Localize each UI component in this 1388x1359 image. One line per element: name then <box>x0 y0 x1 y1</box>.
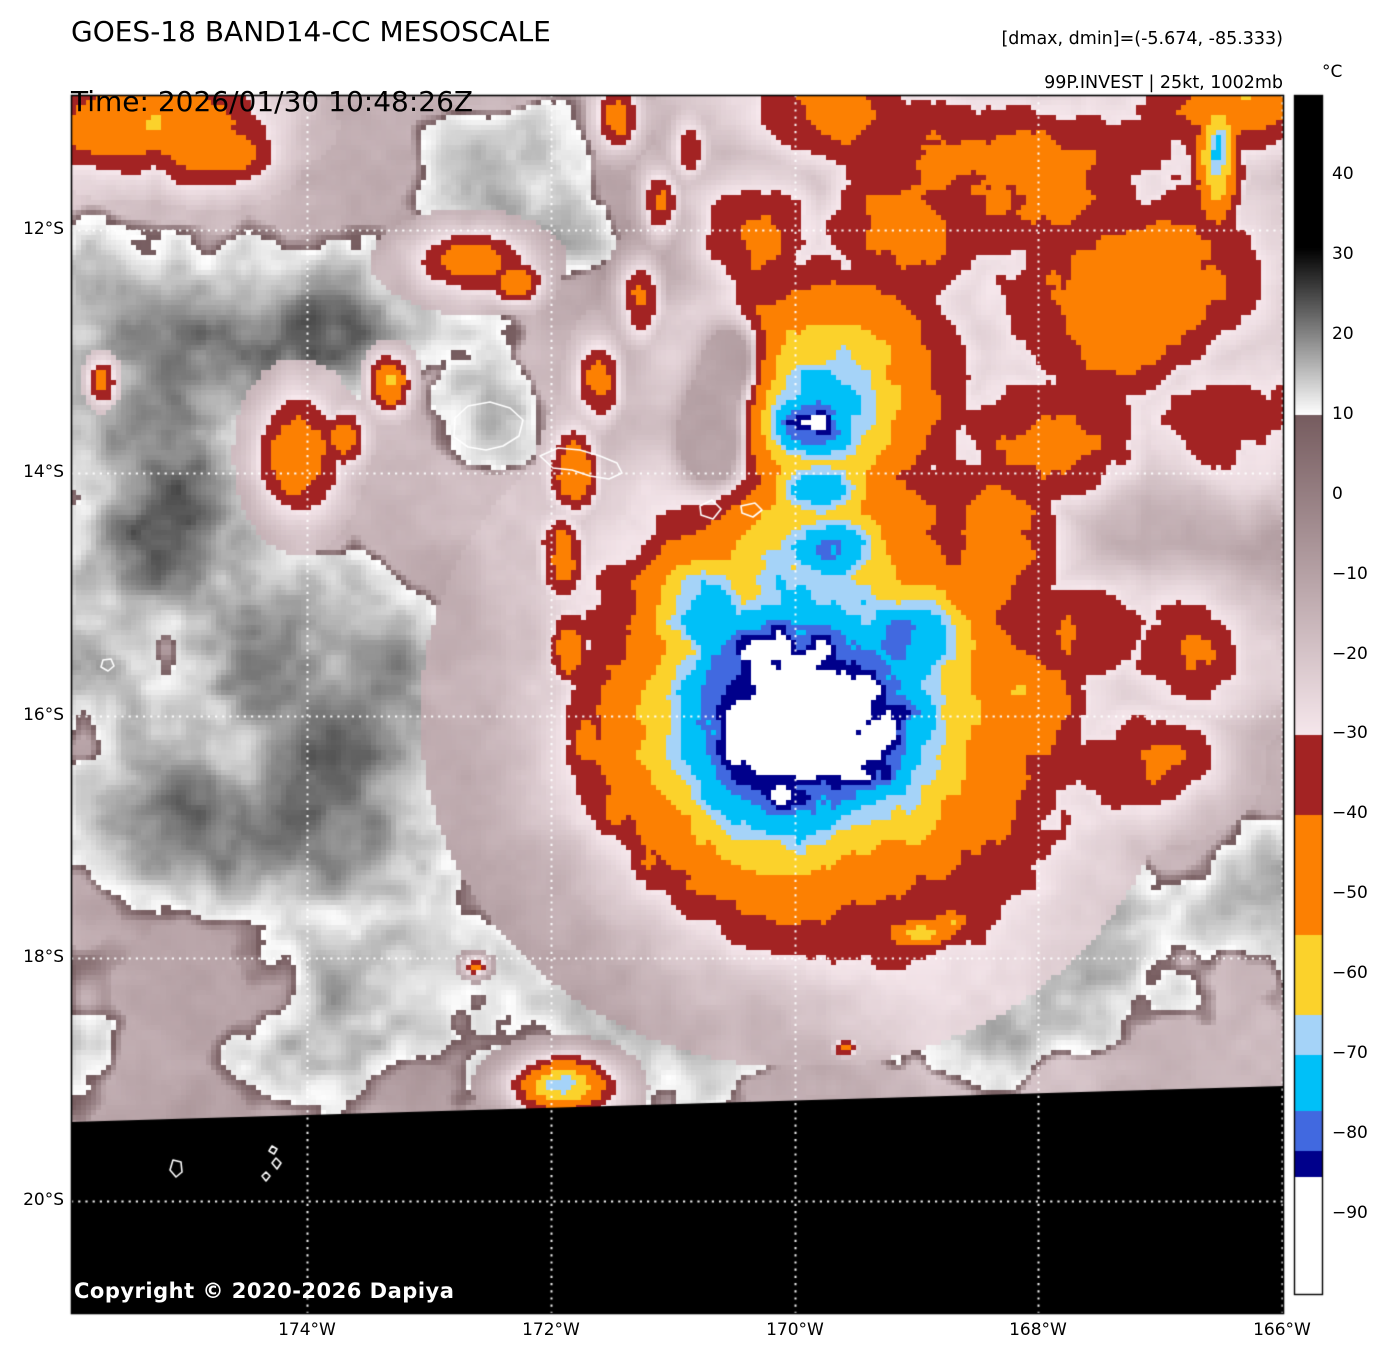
colorbar-tick-label: −10 <box>1332 563 1368 584</box>
lat-label: 16°S <box>23 705 64 725</box>
lon-label: 170°W <box>766 1320 824 1340</box>
colorbar-tick-label: −60 <box>1332 963 1368 984</box>
colorbar-tick-label: 20 <box>1332 323 1354 344</box>
colorbar-tick-label: −80 <box>1332 1123 1368 1144</box>
lon-label: 166°W <box>1253 1320 1311 1340</box>
colorbar-tick-label: 30 <box>1332 243 1354 264</box>
title-line-time: Time: 2026/01/30 10:48:26Z <box>71 85 474 118</box>
storm-info: [dmax, dmin]=(-5.674, -85.333) 99P.INVES… <box>1001 28 1283 94</box>
colorbar-tick-label: 40 <box>1332 163 1354 184</box>
lat-label: 18°S <box>23 947 64 967</box>
colorbar-tick-label: 0 <box>1332 483 1343 504</box>
lat-label: 14°S <box>23 462 64 482</box>
info-dmax-dmin: [dmax, dmin]=(-5.674, -85.333) <box>1001 29 1283 49</box>
colorbar-tick-label: −70 <box>1332 1043 1368 1064</box>
colorbar-tick-label: −50 <box>1332 883 1368 904</box>
lat-label: 12°S <box>23 219 64 239</box>
title-line-product: GOES-18 BAND14-CC MESOSCALE <box>71 15 551 48</box>
info-invest-intensity: 99P.INVEST | 25kt, 1002mb <box>1044 73 1283 93</box>
colorbar-tick-label: −30 <box>1332 723 1368 744</box>
lon-label: 172°W <box>522 1320 580 1340</box>
colorbar-tick-label: 10 <box>1332 403 1354 424</box>
plot-title: GOES-18 BAND14-CC MESOSCALE Time: 2026/0… <box>71 14 551 119</box>
lat-label: 20°S <box>23 1190 64 1210</box>
colorbar-tick-label: −40 <box>1332 803 1368 824</box>
colorbar-tick-label: −90 <box>1332 1203 1368 1224</box>
copyright-text: Copyright © 2020-2026 Dapiya <box>74 1279 455 1303</box>
colorbar-tick-label: −20 <box>1332 643 1368 664</box>
lon-label: 174°W <box>278 1320 336 1340</box>
colorbar-unit-label: °C <box>1322 62 1343 82</box>
lon-label: 168°W <box>1009 1320 1067 1340</box>
